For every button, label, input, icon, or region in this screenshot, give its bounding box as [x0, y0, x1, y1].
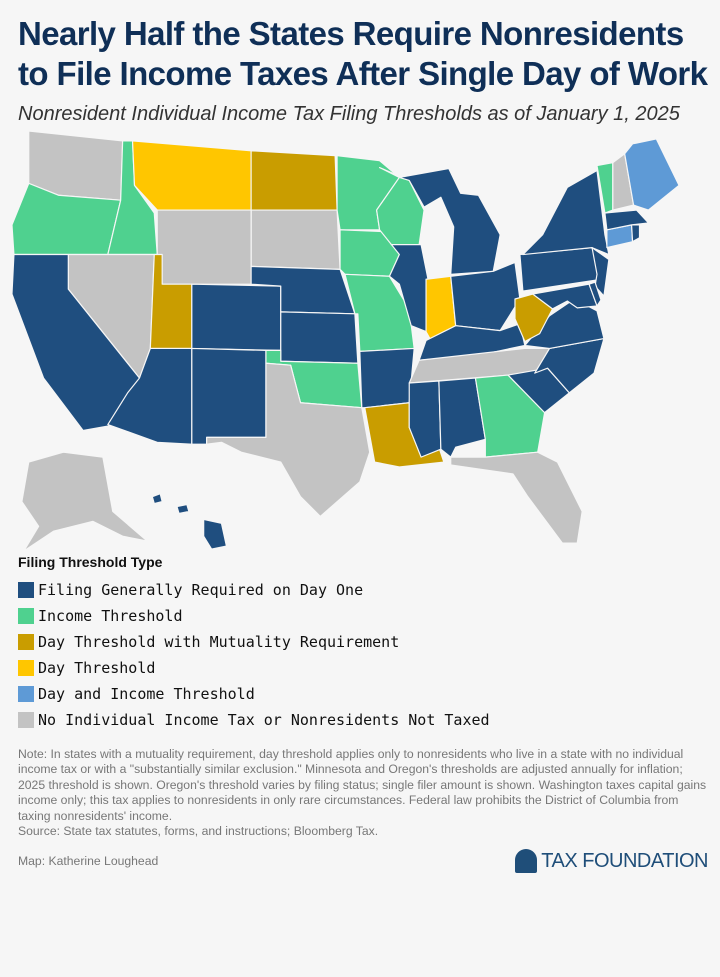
legend-swatch [18, 660, 34, 676]
state-fl [450, 451, 583, 544]
legend-swatch [18, 686, 34, 702]
state-shape [21, 451, 148, 551]
state-shape [450, 451, 583, 544]
legend-item-day: Day Threshold [18, 655, 708, 681]
legend-label: No Individual Income Tax or Nonresidents… [38, 711, 490, 729]
us-states-map [11, 131, 680, 551]
state-ma [604, 209, 649, 231]
legend-item-day-one: Filing Generally Required on Day One [18, 577, 708, 603]
legend-swatch [18, 712, 34, 728]
state-shape [408, 380, 442, 458]
state-shape [151, 493, 163, 505]
state-shape [203, 518, 228, 550]
state-hi [151, 493, 228, 550]
byline: Map: Katherine Loughead [18, 854, 159, 869]
legend-label: Day Threshold with Mutuality Requirement [38, 633, 400, 651]
state-nm [191, 347, 267, 445]
legend-title: Filing Threshold Type [18, 554, 163, 570]
state-shape [206, 362, 371, 518]
state-il [388, 244, 430, 333]
state-shape [191, 347, 267, 445]
state-co [191, 283, 282, 351]
state-de [588, 281, 602, 307]
state-nj [591, 247, 610, 297]
footer: Map: Katherine Loughead TAX FOUNDATION [18, 849, 708, 874]
capitol-dome-icon [515, 849, 538, 874]
state-ms [408, 380, 442, 458]
legend-item-mutuality: Day Threshold with Mutuality Requirement [18, 629, 708, 655]
state-shape [522, 169, 610, 256]
legend-item-none: No Individual Income Tax or Nonresidents… [18, 707, 708, 733]
page-subtitle: Nonresident Individual Income Tax Filing… [18, 103, 680, 125]
state-shape [588, 281, 602, 307]
legend: Filing Threshold Type Filing Generally R… [18, 553, 708, 733]
state-shape [624, 138, 680, 211]
state-shape [131, 140, 252, 211]
note-text: Note: In states with a mutuality require… [18, 747, 707, 823]
legend-label: Day and Income Threshold [38, 685, 255, 703]
legend-label: Income Threshold [38, 607, 183, 625]
legend-item-income: Income Threshold [18, 603, 708, 629]
state-ks [280, 311, 359, 364]
state-me [624, 138, 680, 211]
state-shape [250, 209, 341, 270]
state-mt [131, 140, 252, 211]
logo-text: TAX FOUNDATION [541, 849, 708, 872]
legend-label: Day Threshold [38, 659, 156, 677]
state-ar [359, 347, 415, 409]
state-ri [630, 224, 641, 243]
state-tx [206, 362, 371, 518]
state-mi [398, 167, 501, 275]
source-text: Source: State tax statutes, forms, and i… [18, 824, 379, 839]
state-sd [250, 209, 341, 270]
legend-swatch [18, 608, 34, 624]
state-shape [359, 347, 415, 409]
legend-swatch [18, 582, 34, 598]
state-shape [250, 150, 338, 211]
footnote: Note: In states with a mutuality require… [18, 747, 708, 839]
state-shape [398, 167, 501, 275]
infographic: Nearly Half the States Require Nonreside… [11, 15, 708, 874]
state-ak [21, 451, 148, 551]
state-wy [156, 209, 252, 285]
state-shape [388, 244, 430, 333]
state-shape [156, 209, 252, 285]
page-title: Nearly Half the States Require Nonreside… [18, 15, 708, 92]
state-shape [591, 247, 610, 297]
state-shape [176, 503, 190, 515]
state-shape [191, 283, 282, 351]
state-shape [604, 209, 649, 231]
state-nd [250, 150, 338, 211]
state-shape [280, 311, 359, 364]
legend-swatch [18, 634, 34, 650]
legend-item-day-income: Day and Income Threshold [18, 681, 708, 707]
tax-foundation-logo: TAX FOUNDATION [515, 849, 708, 874]
state-ny [522, 169, 610, 256]
state-shape [630, 224, 641, 243]
legend-label: Filing Generally Required on Day One [38, 581, 364, 599]
